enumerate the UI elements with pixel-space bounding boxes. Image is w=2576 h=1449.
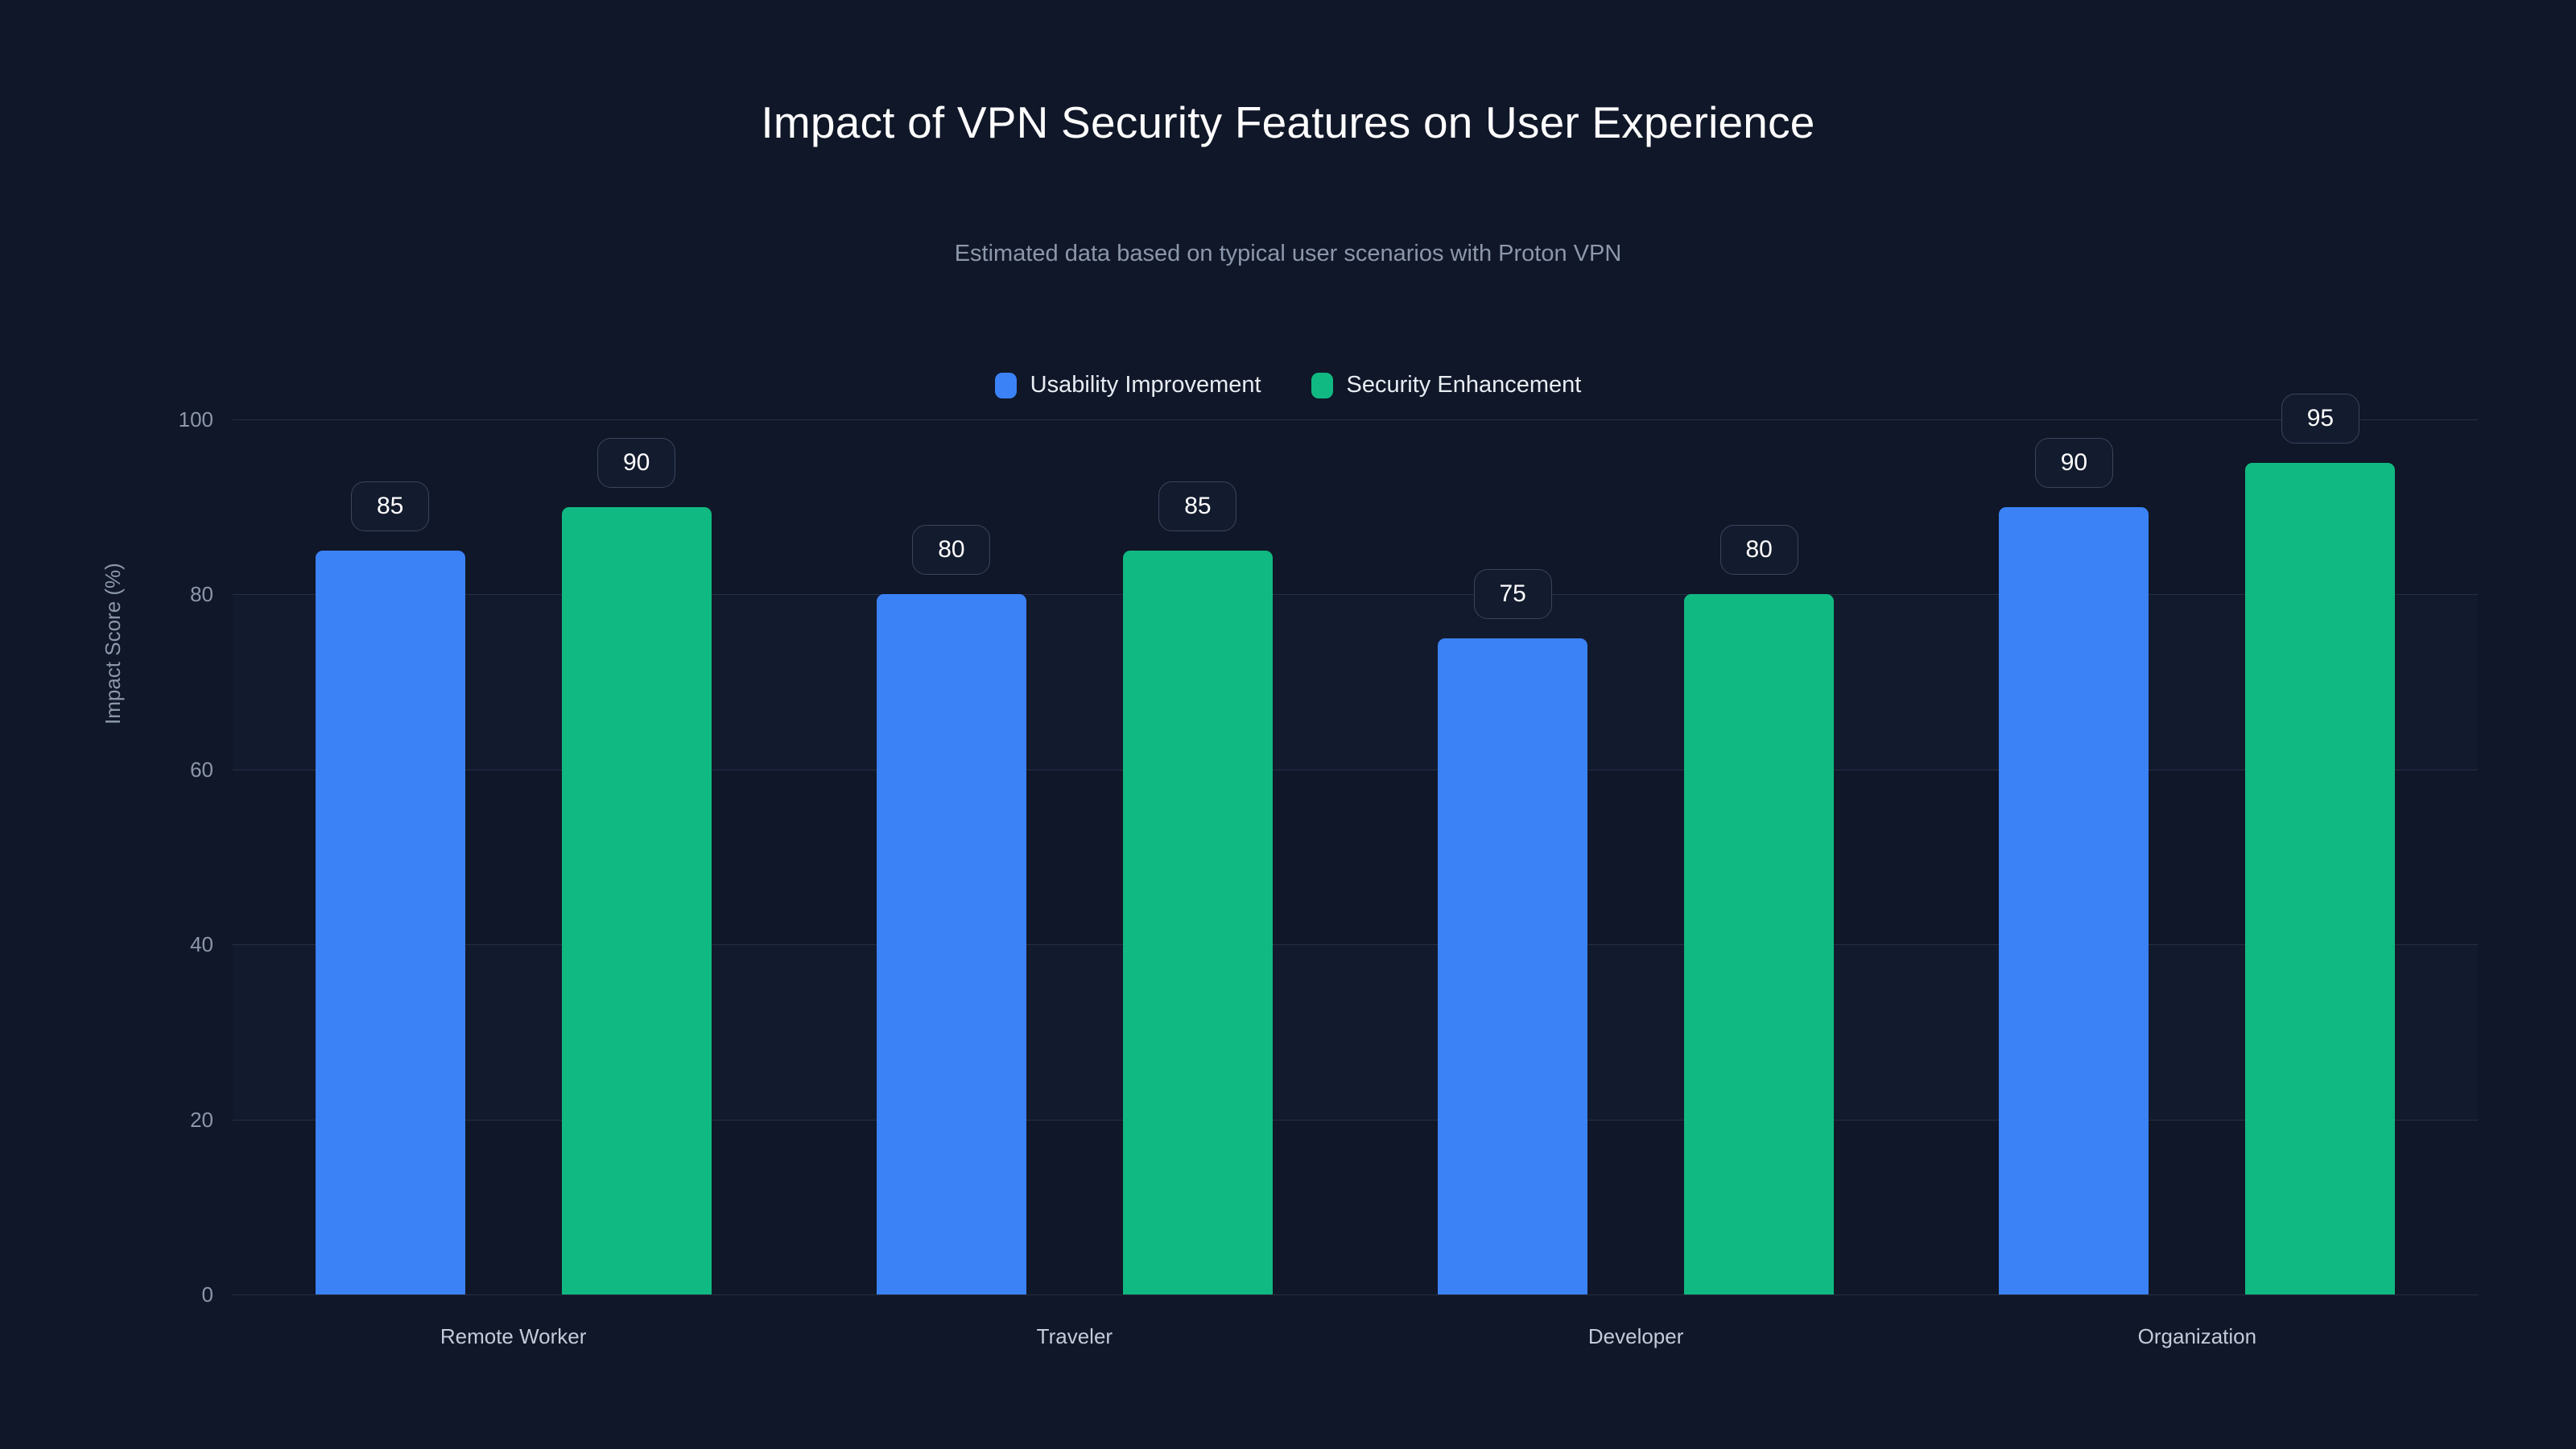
- legend-item-2[interactable]: Security Enhancement: [1311, 372, 1582, 398]
- gridline: [233, 419, 2478, 420]
- x-tick-label: Remote Worker: [440, 1324, 587, 1348]
- bar-remote-worker-security-enhancement[interactable]: [561, 506, 712, 1294]
- y-axis-title: Impact Score (%): [101, 563, 125, 724]
- chart-legend: Usability Improvement Security Enhancemen…: [0, 372, 2576, 398]
- legend-label: Usability Improvement: [1030, 372, 1261, 398]
- legend-label: Security Enhancement: [1346, 372, 1582, 398]
- bar-organization-security-enhancement[interactable]: [2245, 463, 2396, 1294]
- bar-organization-usability-improvement[interactable]: [1999, 506, 2149, 1294]
- y-tick-label: 20: [190, 1107, 213, 1132]
- plot-area: [233, 419, 2478, 1295]
- bar-value-label: 75: [1473, 568, 1552, 619]
- bar-value-label: 85: [351, 481, 430, 532]
- bar-value-label: 85: [1158, 481, 1237, 532]
- y-tick-label: 60: [190, 757, 213, 782]
- gridline: [233, 594, 2478, 596]
- bar-value-label: 90: [597, 437, 676, 488]
- x-tick-label: Developer: [1587, 1324, 1684, 1348]
- legend-item-1[interactable]: Usability Improvement: [994, 372, 1261, 398]
- bar-traveler-security-enhancement[interactable]: [1122, 551, 1273, 1294]
- y-tick-label: 40: [190, 932, 213, 957]
- bar-developer-security-enhancement[interactable]: [1684, 594, 1835, 1294]
- bar-value-label: 95: [2281, 394, 2359, 444]
- x-tick-label: Organization: [2137, 1324, 2257, 1348]
- bar-developer-usability-improvement[interactable]: [1438, 638, 1588, 1294]
- gridline: [233, 944, 2478, 946]
- bar-remote-worker-usability-improvement[interactable]: [315, 551, 465, 1294]
- x-tick-label: Traveler: [1036, 1324, 1113, 1348]
- legend-swatch-icon: [994, 372, 1017, 398]
- legend-swatch-icon: [1311, 372, 1333, 398]
- bar-value-label: 80: [912, 525, 991, 576]
- bar-value-label: 90: [2034, 437, 2113, 488]
- y-tick-label: 80: [190, 582, 213, 607]
- gridline: [233, 1294, 2478, 1295]
- y-tick-label: 0: [201, 1282, 213, 1307]
- bar-value-label: 80: [1719, 525, 1798, 576]
- page-title: Impact of VPN Security Features on User …: [761, 97, 1815, 147]
- y-tick-label: 100: [178, 407, 213, 431]
- gridline: [233, 1119, 2478, 1121]
- chart-subtitle: Estimated data based on typical user sce…: [954, 241, 1622, 266]
- bar-traveler-usability-improvement[interactable]: [876, 594, 1026, 1294]
